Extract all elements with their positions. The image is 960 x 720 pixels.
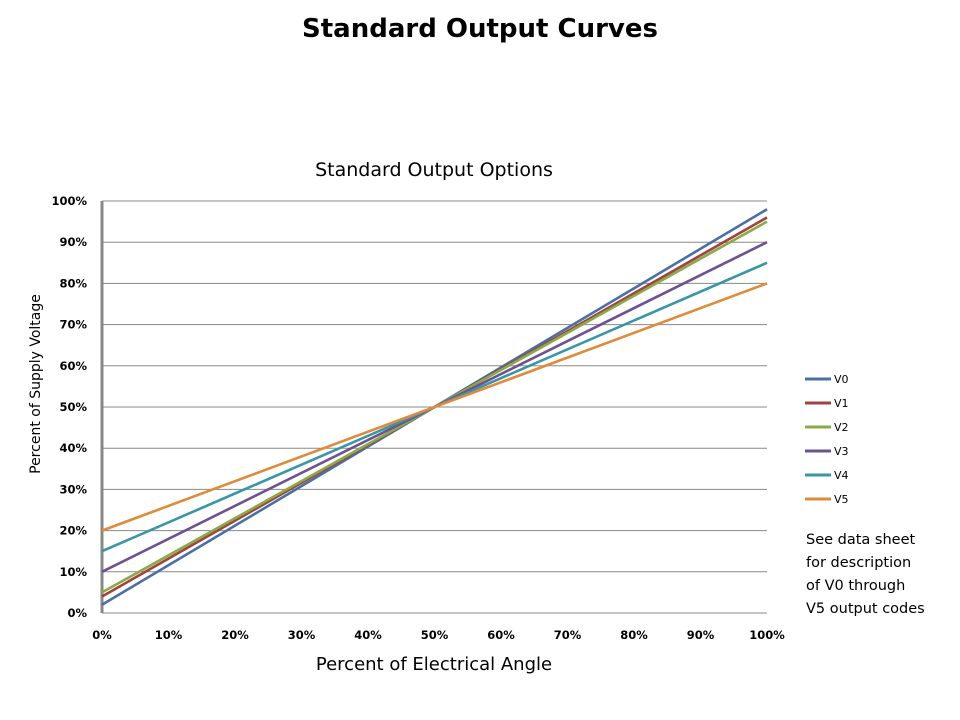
note-line: for description (806, 555, 912, 571)
legend-label: V0 (834, 373, 849, 386)
x-tick-label: 40% (354, 628, 382, 642)
y-tick-label: 90% (59, 235, 87, 249)
y-tick-label: 100% (51, 194, 87, 208)
x-tick-label: 0% (92, 628, 112, 642)
legend-label: V3 (834, 445, 849, 458)
y-tick-label: 0% (67, 606, 87, 620)
x-tick-label: 70% (554, 628, 582, 642)
x-tick-label: 90% (687, 628, 715, 642)
datasheet-note: See data sheet for description of V0 thr… (806, 529, 925, 621)
y-tick-label: 60% (59, 359, 87, 373)
legend-label: V1 (834, 397, 849, 410)
note-line: V5 output codes (806, 601, 925, 617)
x-tick-label: 30% (288, 628, 316, 642)
y-tick-label: 40% (59, 441, 87, 455)
x-tick-label: 100% (749, 628, 785, 642)
x-tick-label: 20% (221, 628, 249, 642)
y-tick-label: 10% (59, 565, 87, 579)
x-axis-label: Percent of Electrical Angle (316, 654, 552, 675)
legend-label: V4 (834, 469, 849, 482)
y-tick-label: 50% (59, 400, 87, 414)
y-tick-label: 80% (59, 276, 87, 290)
legend-label: V2 (834, 421, 849, 434)
slide-title: Standard Output Curves (302, 14, 658, 44)
y-axis-label: Percent of Supply Voltage (28, 294, 44, 474)
x-tick-label: 50% (421, 628, 449, 642)
chart-title: Standard Output Options (315, 159, 553, 181)
legend-label: V5 (834, 493, 849, 506)
y-tick-label: 70% (59, 318, 87, 332)
x-tick-label: 10% (155, 628, 183, 642)
y-tick-label: 20% (59, 524, 87, 538)
x-tick-label: 60% (487, 628, 515, 642)
note-line: of V0 through (806, 578, 906, 594)
x-tick-label: 80% (620, 628, 648, 642)
y-tick-label: 30% (59, 482, 87, 496)
note-line: See data sheet (806, 532, 916, 548)
series-line-v5 (101, 282, 768, 532)
